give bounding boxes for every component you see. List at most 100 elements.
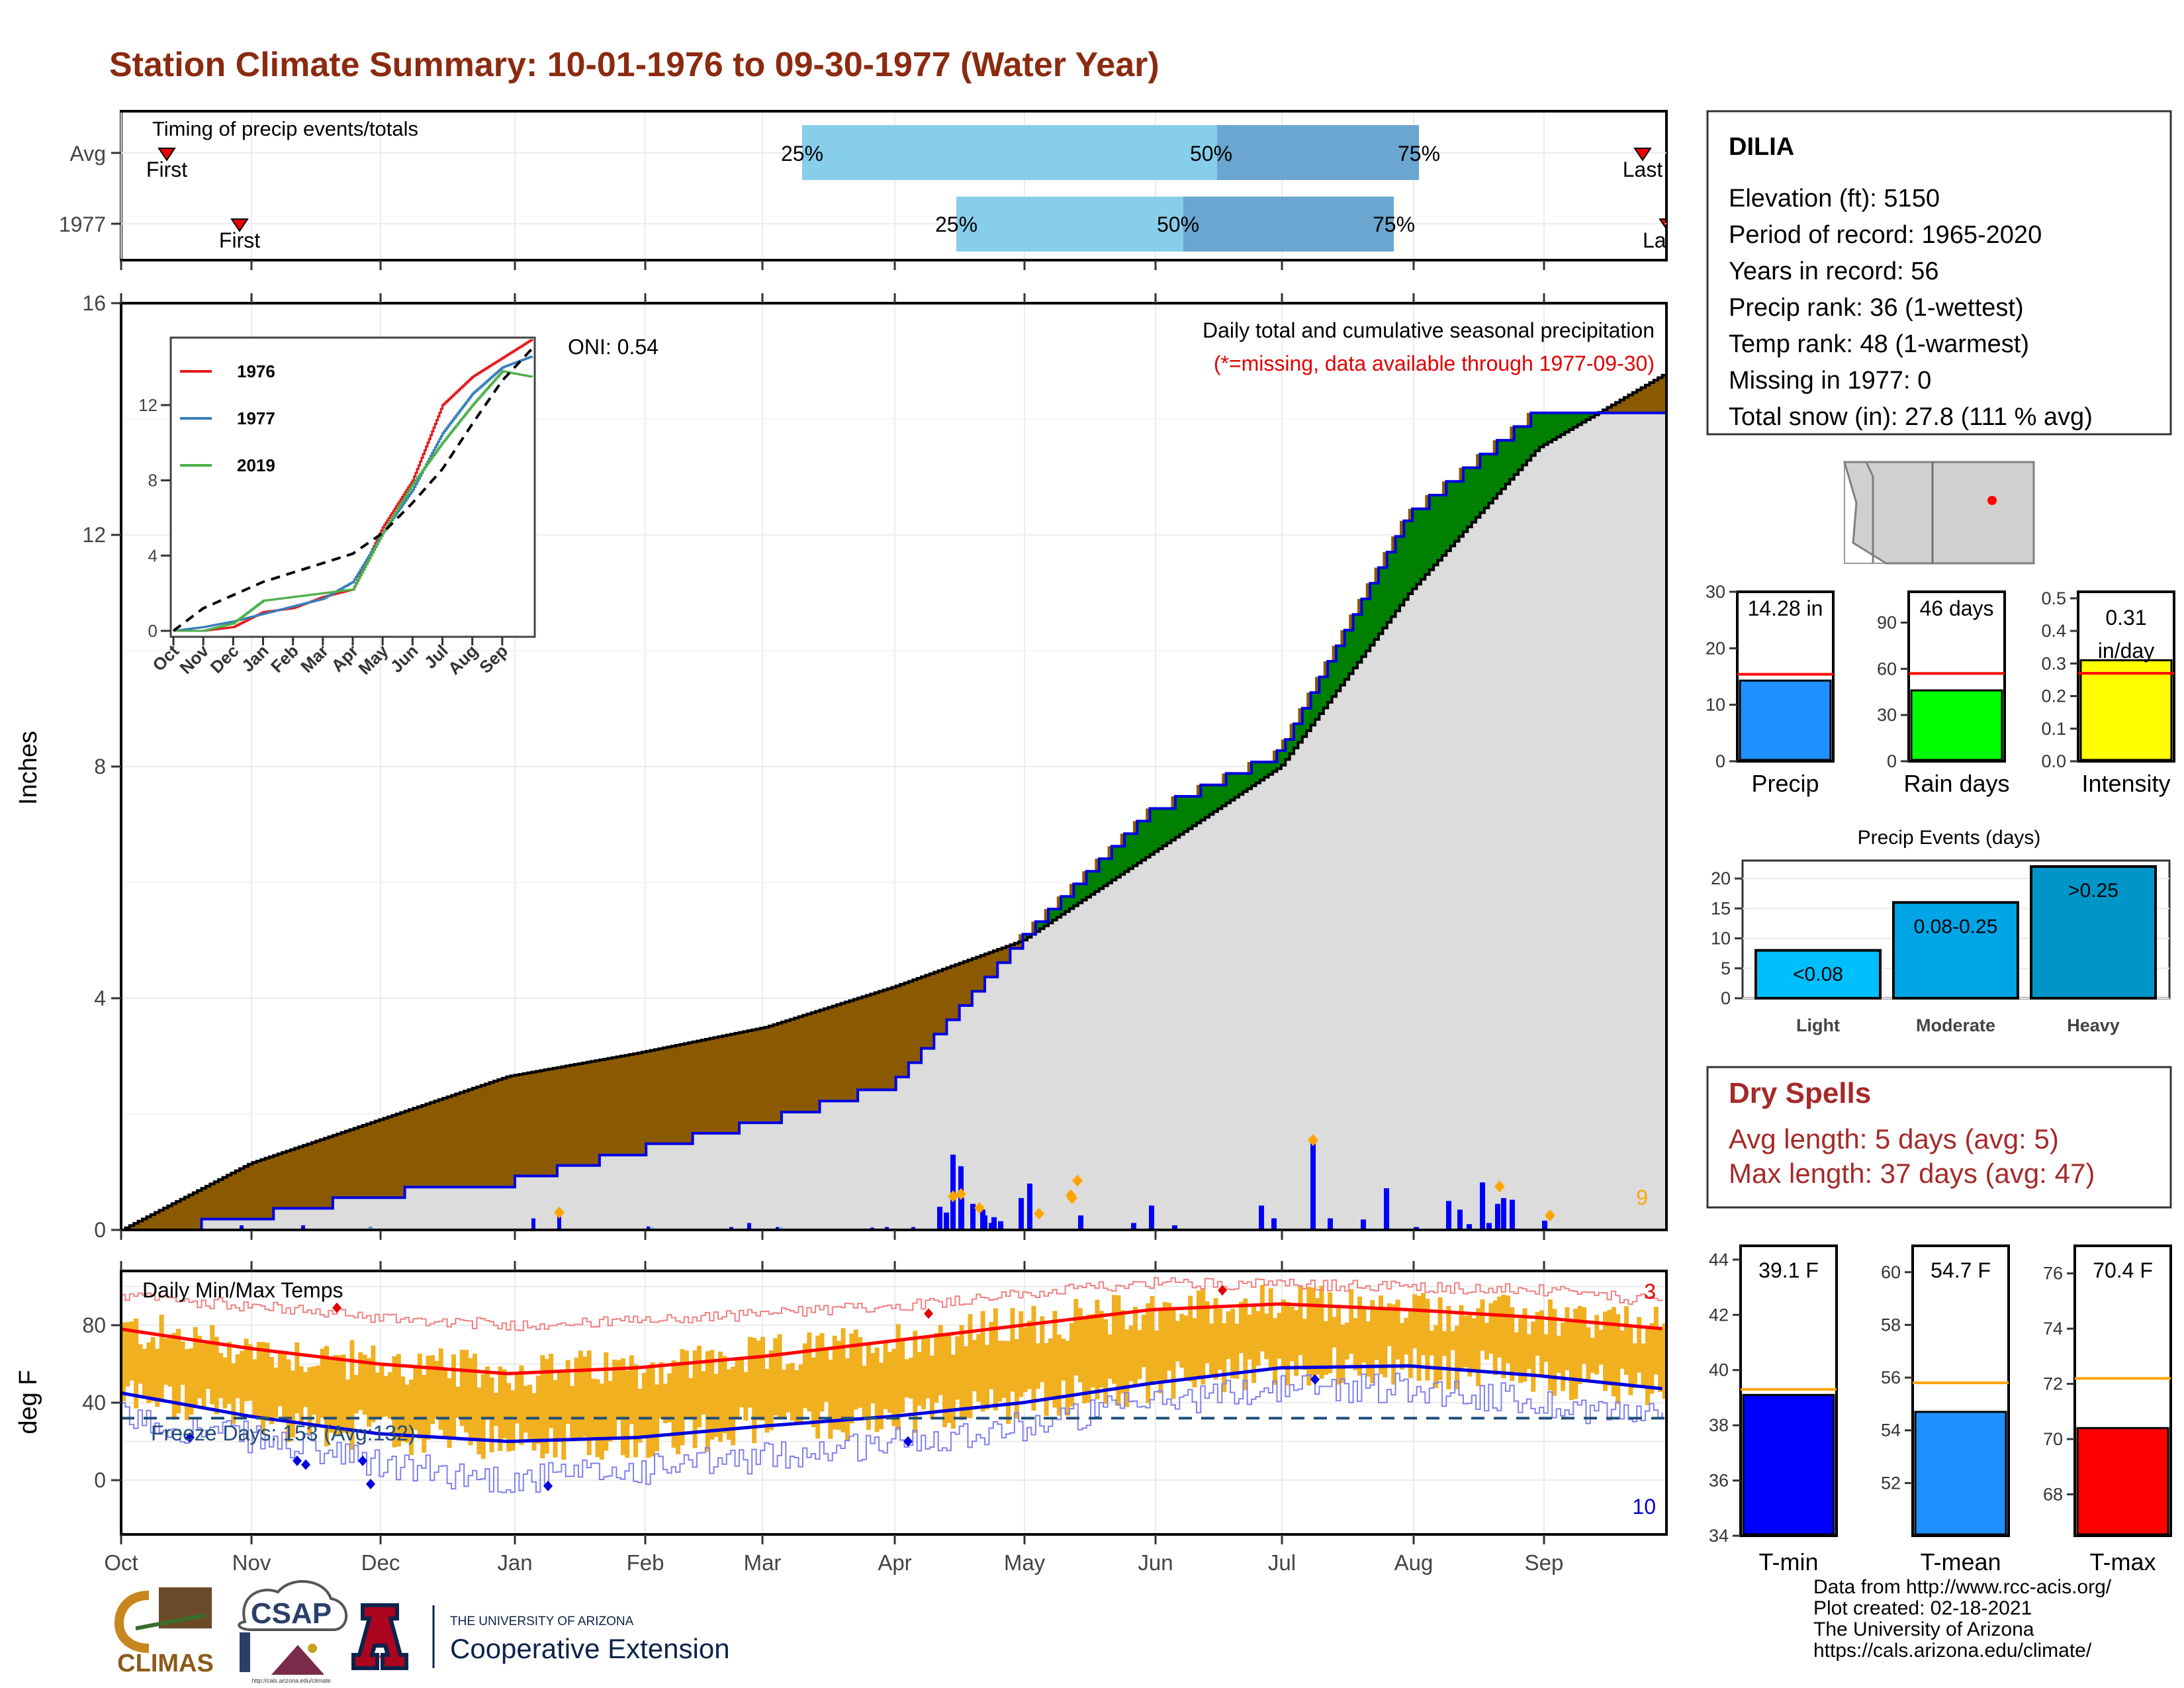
temp-count-hi: 3 [1644,1280,1656,1303]
dry-spells-box: Dry Spells Avg length: 5 days (avg: 5) M… [1706,1066,2172,1209]
inset-chart: 04812OctNovDecJanFebMarAprMayJunJulAugSe… [138,336,536,679]
csap-logo: CSAP http://cals.arizona.edu/climate [238,1580,348,1684]
station-info-line: Missing in 1977: 0 [1729,367,1931,395]
avg-row-label: Avg [69,142,106,165]
temp-summary-tick: 58 [1881,1315,1901,1335]
deficit-fill [121,373,1666,1230]
temp-summary-t-min: 34 36 38 40 42 44 39.1 F T-min [1709,1244,1838,1575]
dry-spells-avg: Avg length: 5 days (avg: 5) [1729,1123,2059,1154]
dry-spells-title: Dry Spells [1729,1077,1871,1109]
precip-subheader: (*=missing, data available through 1977-… [1214,352,1655,375]
dry-spells-max: Max length: 37 days (avg: 47) [1729,1158,2095,1189]
mini-bar-value-text: 46 days [1919,596,1993,620]
precip-ylabel: Inches [15,731,42,805]
inset-legend-label: 2019 [237,455,275,475]
mini-bar-value-text: 0.31 [2105,606,2146,630]
month-label: May [1004,1550,1046,1575]
temp-summary-t-mean: 52 54 56 58 60 54.7 F T-mean [1881,1244,2010,1575]
avg-quartile-high [1217,125,1419,180]
mini-bar-value [1739,679,1832,761]
mini-bar-precip: 0 10 20 30 14.28 in Precip [1706,582,1835,797]
events-bar-label: <0.08 [1793,964,1843,986]
precip-ytick-label: 4 [94,986,106,1010]
year-quartile-low [956,197,1183,252]
events-bar [2030,865,2157,1000]
station-info-line: Total snow (in): 27.8 (111 % avg) [1729,403,2093,431]
footer-credits: Data from http://www.rcc-acis.org/ Plot … [1813,1577,2111,1662]
station-info-line: Precip rank: 36 (1-wettest) [1729,294,2024,322]
climas-logo: CLIMAS [114,1587,214,1677]
mini-bar-tick: 30 [1877,705,1897,725]
temp-summary-value-text: 70.4 F [2093,1258,2153,1282]
mini-bar-tick: 0 [1887,751,1897,771]
month-label: Apr [878,1550,911,1575]
mini-bar-tick: 0.1 [2041,719,2066,739]
avg-last-marker [1633,148,1652,162]
ua-small-text: THE UNIVERSITY OF ARIZONA [450,1615,634,1628]
temp-summary-tick: 54 [1881,1421,1901,1440]
month-label: Jul [1268,1550,1296,1575]
month-label: Sep [1525,1550,1564,1575]
footer-url: https://cals.arizona.edu/climate/ [1813,1640,2092,1662]
avg-p25-label: 25% [781,142,823,165]
avg-first-label: First [146,158,187,181]
mini-bar-tick: 0.3 [2041,653,2066,673]
ua-big-text: Cooperative Extension [450,1633,730,1664]
temp-summary-value [1914,1411,2007,1536]
precip-ytick-label: 0 [94,1218,106,1242]
csap-url: http://cals.arizona.edu/climate [251,1677,330,1684]
temp-summary-tick: 40 [1709,1360,1729,1380]
temp-summary-tick: 72 [2043,1374,2063,1394]
ua-logo: A THE UNIVERSITY OF ARIZONA Cooperative … [351,1603,730,1670]
precip-panel: 0 4 8 12 16 Inches ONI: 0.54 Daily total and… [15,291,1668,1242]
temp-ytick-label: 40 [82,1391,106,1415]
month-label: Oct [104,1550,138,1575]
events-category-label: Light [1796,1015,1840,1035]
temp-summary-tick: 68 [2043,1484,2063,1504]
locator-map [1843,461,2035,565]
avg-first-marker [158,148,176,162]
oni-label: ONI: 0.54 [568,335,659,359]
inset-series-line [173,339,533,632]
mini-bar-tick: 0.5 [2041,588,2066,608]
precip-count: 9 [1636,1186,1648,1209]
mini-bar-tick: 0.2 [2041,686,2066,706]
temp-panel: 0 40 80 Daily Min/Max Temps Freeze Days: 1… [15,1261,1668,1544]
year-last-label: Last [1643,228,1683,252]
footer-source: Data from http://www.rcc-acis.org/ [1813,1576,2112,1598]
mini-bar-label: Rain days [1903,770,2009,797]
mini-bar-tick: 0 [1715,751,1725,771]
temp-summary-tick: 42 [1709,1305,1729,1325]
csap-logo-text: CSAP [251,1597,332,1630]
month-label: Jun [1138,1550,1173,1575]
timing-panel: Timing of precip events/totals Avg 1977 … [59,110,1683,270]
year-quartile-high [1183,197,1394,252]
inset-ytick-label: 12 [138,395,158,415]
events-bar [1892,901,2019,1000]
ua-logo-letter: A [378,1655,383,1662]
temp-summary-tick: 76 [2043,1264,2063,1284]
temp-summary-tick: 52 [1881,1473,1901,1493]
precip-ytick-label: 8 [94,755,106,778]
tmin-record-line [121,1372,1663,1493]
events-category-label: Moderate [1916,1015,1995,1035]
temp-summary-value [1742,1393,1835,1536]
events-ytick-label: 5 [1721,959,1731,978]
mini-bar-intensity: 0.0 0.1 0.2 0.3 0.4 0.5 0.31 in/day Intensity [2041,588,2175,797]
year-cumulative-line [121,402,1668,1231]
station-info-line: Years in record: 56 [1729,258,1939,285]
mini-bar-value-unit: in/day [2098,639,2154,663]
events-category-label: Heavy [2067,1015,2120,1035]
mini-bar-rain-days: 0 30 60 90 46 days Rain days [1877,590,2010,797]
events-bar-label: 0.08-0.25 [1914,915,1998,937]
year-first-label: First [219,228,260,252]
events-title: Precip Events (days) [1858,827,2041,849]
temp-summary-label: T-mean [1920,1548,2001,1575]
station-info-box: DILIA Elevation (ft): 5150 Period of reco… [1706,110,2172,436]
year-p75-label: 75% [1373,212,1415,236]
month-label: Dec [361,1550,400,1575]
events-ytick-label: 20 [1711,868,1731,888]
mini-bar-tick: 60 [1877,659,1897,679]
month-label: Nov [232,1550,271,1575]
